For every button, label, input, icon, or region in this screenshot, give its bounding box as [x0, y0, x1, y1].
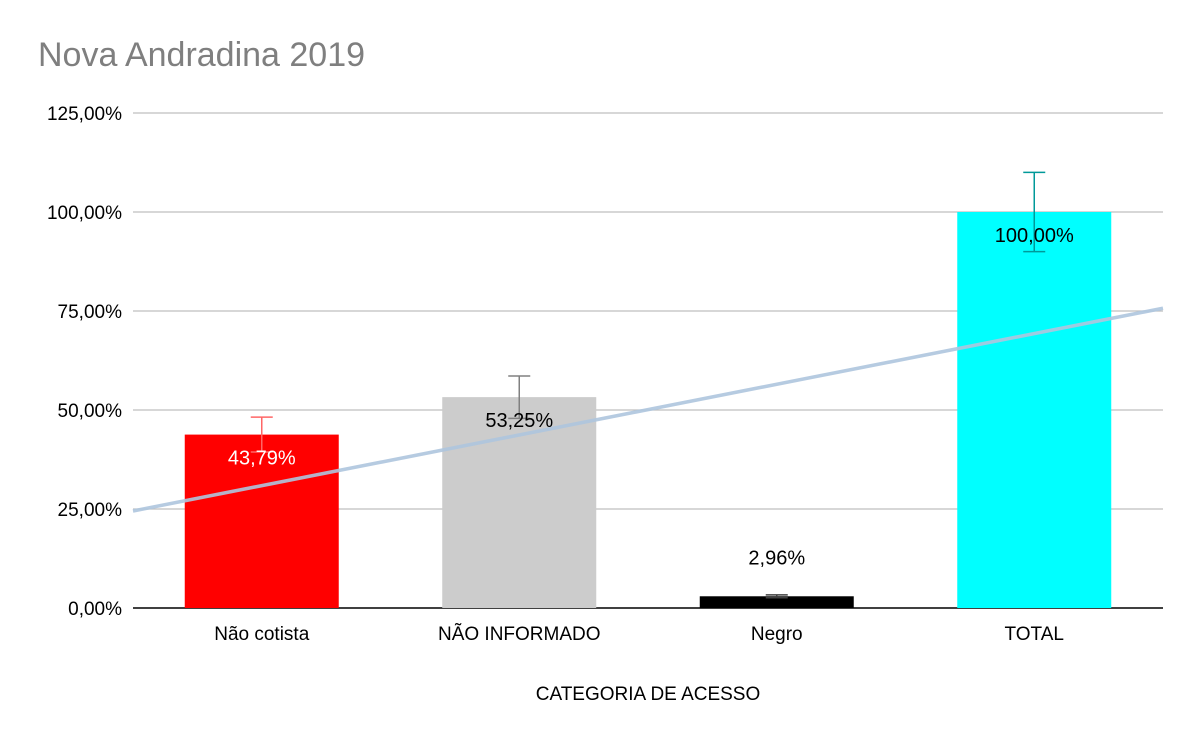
error-bar — [1023, 171, 1046, 253]
x-tick-label: Negro — [751, 624, 803, 645]
y-tick-label: 100,00% — [47, 203, 122, 224]
bar — [184, 434, 339, 608]
data-label: 2,96% — [748, 547, 805, 569]
data-label: 53,25% — [485, 410, 553, 432]
error-bar — [250, 416, 273, 453]
x-tick-label: TOTAL — [1005, 624, 1064, 645]
error-bars — [250, 171, 1046, 599]
error-bar — [508, 375, 531, 420]
bar — [957, 212, 1112, 608]
bar — [442, 397, 597, 608]
y-tick-label: 75,00% — [58, 302, 123, 323]
trendline — [132, 306, 1164, 513]
y-axis-ticks: 0,00% 25,00% 50,00% 75,00% 100,00% 125,00% — [47, 104, 122, 620]
y-tick-label: 50,00% — [58, 401, 123, 422]
x-tick-label: NÃO INFORMADO — [438, 623, 601, 645]
data-labels: 43,79% 53,25% 2,96% 100,00% — [228, 225, 1074, 569]
error-bar — [765, 594, 788, 599]
y-tick-label: 25,00% — [58, 500, 123, 521]
data-label: 43,79% — [228, 448, 296, 470]
x-tick-label: Não cotista — [214, 624, 309, 645]
bars — [184, 212, 1112, 608]
y-tick-label: 125,00% — [47, 104, 122, 125]
trendline-layer — [132, 306, 1164, 513]
x-axis-ticks: Não cotista NÃO INFORMADO Negro TOTAL — [214, 623, 1064, 645]
x-axis-title: CATEGORIA DE ACESSO — [536, 684, 761, 705]
y-tick-label: 0,00% — [68, 599, 122, 620]
data-label: 100,00% — [995, 225, 1074, 247]
chart-title: Nova Andradina 2019 — [38, 36, 366, 74]
bar — [699, 596, 854, 608]
